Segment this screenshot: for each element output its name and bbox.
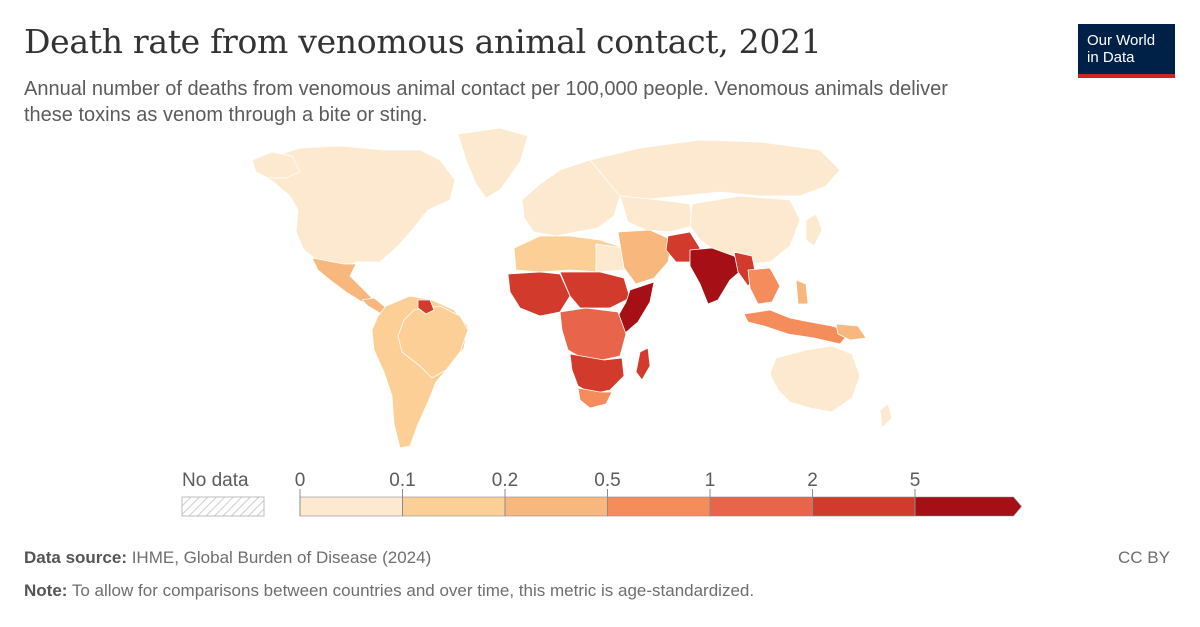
region-india[interactable] bbox=[689, 247, 745, 305]
legend-bin-3[interactable] bbox=[607, 496, 711, 517]
region-philippines[interactable] bbox=[795, 279, 809, 305]
region-sahel[interactable] bbox=[559, 271, 631, 309]
legend-bin-5[interactable] bbox=[812, 496, 916, 517]
legend-bin-6[interactable] bbox=[914, 496, 1022, 517]
region-guyana[interactable] bbox=[417, 299, 435, 315]
legend-tick-label-1: 0.1 bbox=[389, 470, 415, 491]
region-madagascar[interactable] bbox=[635, 347, 651, 381]
license-link[interactable]: CC BY bbox=[1118, 548, 1170, 567]
legend-tick-label-2: 0.2 bbox=[492, 470, 518, 491]
region-central-asia[interactable] bbox=[619, 195, 693, 233]
logo-line-1: Our World bbox=[1087, 32, 1156, 49]
region-north-america[interactable] bbox=[261, 145, 456, 271]
legend-bin-4[interactable] bbox=[709, 496, 813, 517]
owid-logo[interactable]: Our World in Data bbox=[1078, 24, 1175, 78]
region-egypt[interactable] bbox=[595, 243, 625, 273]
legend-bin-2[interactable] bbox=[504, 496, 608, 517]
chart-title: Death rate from venomous animal contact,… bbox=[24, 22, 822, 61]
legend-no-data-label: No data bbox=[182, 470, 249, 491]
region-greenland[interactable] bbox=[457, 127, 529, 199]
region-southern-africa[interactable] bbox=[569, 353, 625, 395]
legend-bin-1[interactable] bbox=[402, 496, 506, 517]
legend-no-data-swatch[interactable] bbox=[181, 496, 265, 517]
region-south-africa[interactable] bbox=[577, 387, 613, 409]
note: Note: To allow for comparisons between c… bbox=[24, 581, 754, 601]
color-legend: No data 0 0.1 0.2 0.5 1 2 5 bbox=[181, 470, 1022, 517]
region-papua-new-guinea[interactable] bbox=[835, 323, 867, 341]
legend-tick-label-0: 0 bbox=[295, 470, 306, 491]
region-australia[interactable] bbox=[769, 345, 861, 413]
region-horn-of-africa[interactable] bbox=[617, 281, 655, 335]
world-map bbox=[251, 127, 893, 449]
note-text: To allow for comparisons between countri… bbox=[67, 581, 755, 600]
data-source: Data source: IHME, Global Burden of Dise… bbox=[24, 548, 431, 568]
data-source-label: Data source: bbox=[24, 548, 127, 567]
legend-tick-label-6: 5 bbox=[910, 470, 921, 491]
region-japan[interactable] bbox=[805, 213, 823, 247]
region-new-zealand[interactable] bbox=[879, 403, 893, 429]
region-central-africa[interactable] bbox=[559, 307, 627, 361]
chart-subtitle: Annual number of deaths from venomous an… bbox=[24, 78, 948, 126]
region-middle-east[interactable] bbox=[617, 229, 673, 285]
region-brazil[interactable] bbox=[397, 305, 469, 379]
region-china[interactable] bbox=[689, 195, 801, 265]
region-southeast-asia[interactable] bbox=[747, 267, 781, 305]
legend-bin-0[interactable] bbox=[299, 496, 403, 517]
legend-tick-label-4: 1 bbox=[705, 470, 716, 491]
region-alaska[interactable] bbox=[251, 151, 301, 179]
data-source-text[interactable]: IHME, Global Burden of Disease (2024) bbox=[126, 548, 432, 567]
region-europe[interactable] bbox=[521, 159, 621, 237]
legend-tick-label-5: 2 bbox=[807, 470, 818, 491]
note-label: Note: bbox=[24, 581, 68, 600]
logo-line-2: in Data bbox=[1087, 49, 1135, 66]
legend-tick-label-3: 0.5 bbox=[594, 470, 620, 491]
region-indonesia[interactable] bbox=[743, 309, 851, 345]
